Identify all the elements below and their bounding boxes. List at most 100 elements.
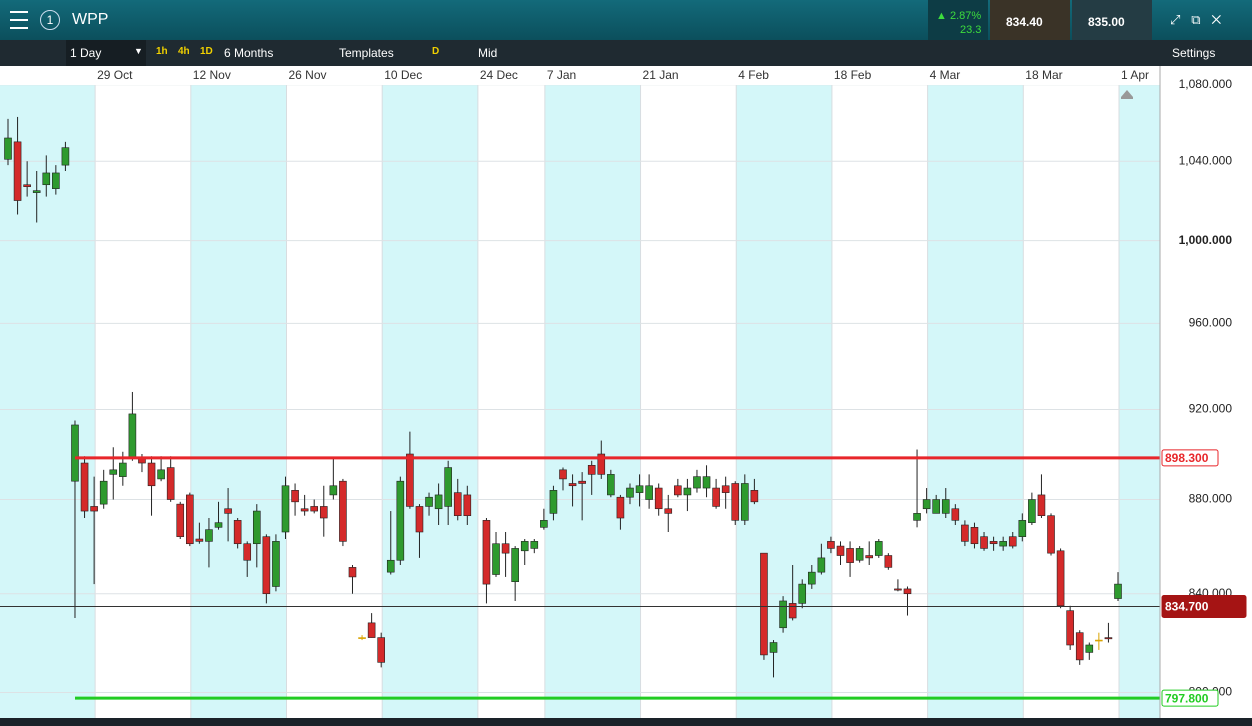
candle-body bbox=[645, 485, 653, 500]
candle-body bbox=[415, 506, 424, 533]
candle-body bbox=[607, 474, 615, 496]
candle-body bbox=[1037, 494, 1046, 516]
candle-body bbox=[339, 480, 347, 542]
candle-body bbox=[721, 485, 730, 493]
candle-body bbox=[348, 567, 357, 578]
price-type[interactable]: Mid bbox=[478, 46, 498, 60]
candle-body bbox=[444, 467, 452, 507]
candle-body bbox=[300, 508, 309, 512]
x-tick-label: 21 Jan bbox=[643, 68, 679, 82]
candle-body bbox=[358, 637, 366, 639]
candle-body bbox=[980, 536, 988, 549]
level-tag bbox=[1161, 595, 1247, 619]
candle-body bbox=[367, 622, 376, 638]
candle-body bbox=[233, 520, 242, 545]
candle-body bbox=[807, 571, 816, 585]
candle-body bbox=[1085, 644, 1094, 653]
candle-body bbox=[195, 538, 204, 542]
sell-button[interactable]: 834.40 bbox=[990, 0, 1070, 40]
candle-body bbox=[425, 496, 433, 507]
date-header bbox=[0, 66, 1160, 85]
level-label: 834.700 bbox=[1165, 600, 1209, 614]
candle-body bbox=[520, 541, 529, 552]
candle-body bbox=[396, 480, 405, 561]
candle-body bbox=[1104, 637, 1113, 640]
level-label: 797.800 bbox=[1165, 691, 1209, 705]
candle-body bbox=[52, 172, 60, 189]
badge[interactable]: 1 bbox=[40, 10, 60, 30]
change-box: ▲ 2.87% 23.3 bbox=[928, 0, 988, 40]
candle-body bbox=[90, 506, 98, 512]
candle-body bbox=[262, 536, 271, 595]
x-tick-label: 10 Dec bbox=[384, 68, 422, 82]
quick-interval[interactable]: 1h bbox=[156, 46, 168, 57]
candle-body bbox=[731, 483, 740, 521]
candle-body bbox=[549, 490, 558, 514]
candle-body bbox=[874, 541, 883, 556]
symbol[interactable]: WPP bbox=[72, 11, 109, 28]
candle-body bbox=[329, 485, 338, 496]
candle-body bbox=[855, 548, 864, 561]
interval-select[interactable]: 1 Day ▼ bbox=[66, 40, 146, 66]
window-icons[interactable]: ⤢ ⧉ ✕ bbox=[1170, 12, 1222, 27]
candle-body bbox=[865, 555, 874, 559]
candle-body bbox=[913, 513, 921, 521]
x-tick-label: 29 Oct bbox=[97, 68, 133, 82]
candle-body bbox=[224, 508, 232, 514]
candle-body bbox=[1047, 515, 1055, 554]
candle-body bbox=[540, 520, 548, 528]
level-tag bbox=[1161, 689, 1219, 707]
x-tick-label: 24 Dec bbox=[480, 68, 518, 82]
x-tick-label: 4 Feb bbox=[738, 68, 769, 82]
candle-body bbox=[377, 637, 385, 663]
interval: 1 Day bbox=[70, 46, 102, 60]
candle-body bbox=[750, 490, 759, 503]
candle-body bbox=[281, 485, 290, 533]
level-label: 898.300 bbox=[1165, 451, 1209, 465]
buy-button[interactable]: 835.00 bbox=[1072, 0, 1152, 40]
settings[interactable]: Settings bbox=[1172, 46, 1216, 60]
candle-body bbox=[674, 485, 682, 496]
x-tick-label: 1 Apr bbox=[1121, 68, 1149, 82]
candle-body bbox=[71, 424, 79, 482]
candle-body bbox=[884, 555, 893, 568]
candle-body bbox=[128, 413, 137, 459]
candle-body bbox=[176, 503, 185, 537]
candle-body bbox=[989, 541, 998, 545]
quick-interval[interactable]: 1D bbox=[200, 46, 213, 57]
candle-body bbox=[961, 524, 969, 542]
candle-body bbox=[23, 184, 31, 188]
candle-body bbox=[4, 137, 12, 160]
d-button[interactable]: D bbox=[432, 46, 440, 57]
candle-body bbox=[214, 522, 223, 528]
candle-body bbox=[798, 583, 807, 604]
candle-body bbox=[741, 483, 749, 521]
candle-body bbox=[406, 453, 414, 507]
candle-body bbox=[922, 499, 931, 510]
candle-body bbox=[836, 545, 845, 556]
toolbar: 1 Day ▼ 1h 4h 1D 6 Months Templates D Mid… bbox=[0, 40, 1252, 66]
range[interactable]: 6 Months bbox=[224, 46, 274, 60]
x-tick-label: 7 Jan bbox=[547, 68, 576, 82]
x-tick-label: 26 Nov bbox=[289, 68, 327, 82]
period-band bbox=[544, 85, 641, 718]
x-tick-label: 4 Mar bbox=[930, 68, 961, 82]
templates[interactable]: Templates bbox=[339, 46, 394, 60]
candle-body bbox=[80, 462, 89, 512]
candle-body bbox=[559, 469, 567, 480]
x-tick-label: 12 Nov bbox=[193, 68, 231, 82]
menu-icon[interactable] bbox=[10, 11, 28, 29]
candle-body bbox=[453, 492, 462, 516]
candle-body bbox=[693, 476, 701, 489]
sell-price: 834.40 bbox=[1006, 15, 1043, 29]
candle-body bbox=[970, 527, 979, 545]
candle-body bbox=[319, 506, 328, 519]
chart: 29 Oct 12 Nov 26 Nov 10 Dec 24 Dec 7 Jan 21 Ja… bbox=[0, 66, 1252, 722]
candle-body bbox=[568, 483, 577, 487]
quick-interval[interactable]: 4h bbox=[178, 46, 190, 57]
candle-body bbox=[1008, 536, 1017, 547]
candle-body bbox=[13, 141, 22, 201]
candle-body bbox=[587, 464, 596, 475]
candle-body bbox=[186, 494, 194, 545]
